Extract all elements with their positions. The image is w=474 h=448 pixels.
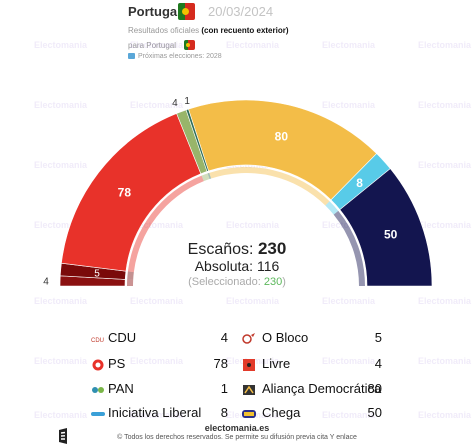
legend-pan-logo-seats: 1 [220, 381, 228, 396]
watermark-text: Electomania [130, 220, 184, 230]
legend-chega-logo-name[interactable]: Chega [262, 405, 301, 420]
chega-logo-icon [242, 407, 256, 419]
arc-label-pan: 1 [184, 96, 190, 107]
watermark-text: Electomania [226, 296, 280, 306]
ps-fist-icon [91, 358, 105, 371]
watermark-text: Electomania [418, 40, 472, 50]
watermark-text: Electomania [34, 100, 88, 110]
watermark-text: Electomania [418, 356, 472, 366]
footer-copyright: © Todos los derechos reservados. Se perm… [117, 434, 357, 441]
legend-cdu-logo-seats: 4 [220, 330, 228, 345]
arc-label-livre: 4 [172, 98, 178, 109]
inner-ring-o-bloco [127, 271, 134, 280]
inner-ring-pan [207, 172, 212, 180]
seats-total: Escaños: 230 [187, 239, 287, 258]
inner-ring-chega [333, 210, 365, 286]
legend-bloco-star-seats: 5 [374, 330, 382, 345]
seat-arc-chega[interactable] [339, 168, 433, 287]
results-scope: para Portugal [128, 41, 177, 50]
cdu-logo-icon: CDU [91, 332, 105, 344]
inner-ring-alianca-democratica [209, 167, 330, 206]
results-subtitle: Resultados oficiales (con recuento exter… [128, 26, 289, 35]
legend-chega-logo-seats: 50 [367, 405, 382, 420]
watermark-text: Electomania [322, 356, 376, 366]
watermark-text: Electomania [34, 410, 88, 420]
legend-ps-fist-seats: 78 [213, 356, 228, 371]
watermark-text: Electomania [322, 296, 376, 306]
pan-logo-icon [91, 383, 105, 395]
legend-livre-poppy-name[interactable]: Livre [262, 356, 291, 371]
watermark-text: Electomania [34, 40, 88, 50]
footer-brand: electomania.es [204, 423, 270, 433]
legend-livre-poppy-seats: 4 [374, 356, 382, 371]
watermark-text: Electomania [34, 160, 88, 170]
watermark-text: Electomania [226, 220, 280, 230]
arc-label-alianca-democratica: 80 [275, 130, 289, 144]
next-elections: Próximas elecciones: 2028 [138, 53, 222, 60]
country-title: Portugal [128, 4, 181, 19]
watermark-text: Electomania [322, 40, 376, 50]
arc-label-ps: 78 [118, 185, 132, 199]
watermark-text: Electomania [130, 296, 184, 306]
livre-poppy-icon [242, 358, 256, 371]
watermark-text: Electomania [130, 40, 184, 50]
arc-label-chega: 50 [384, 228, 398, 242]
legend-ps-fist-name[interactable]: PS [108, 356, 126, 371]
absolute-majority: Absoluta: 116 [194, 258, 280, 274]
legend-cdu-logo-name[interactable]: CDU [108, 330, 137, 345]
watermark-text: Electomania [130, 100, 184, 110]
watermark-text: Electomania [418, 296, 472, 306]
legend-ad-logo-name[interactable]: Aliança Democrática [262, 381, 382, 396]
il-logo-icon [91, 407, 105, 419]
legend-ad-logo-seats: 80 [367, 381, 382, 396]
portugal-flag-small-icon [184, 40, 195, 50]
ballot-box-icon [128, 53, 135, 59]
watermark-text: Electomania [418, 220, 472, 230]
legend-il-logo-name[interactable]: Iniciativa Liberal [108, 405, 202, 420]
watermark-text: Electomania [418, 410, 472, 420]
watermark-text: Electomania [34, 296, 88, 306]
svg-text:CDU: CDU [91, 338, 104, 344]
watermark-text: Electomania [322, 410, 376, 420]
watermark-text: Electomania [34, 356, 88, 366]
inner-ring-livre [201, 173, 210, 182]
watermark-text: Electomania [418, 160, 472, 170]
watermark-text: Electomania [130, 356, 184, 366]
watermark-text: Electomania [34, 220, 88, 230]
election-date: 20/03/2024 [208, 4, 274, 19]
ad-logo-icon [242, 383, 256, 395]
legend-pan-logo-name[interactable]: PAN [108, 381, 134, 396]
electomania-logo-icon [59, 428, 67, 444]
watermark-text: Electomania [226, 40, 280, 50]
watermark-text: Electomania [418, 100, 472, 110]
legend-bloco-star-name[interactable]: O Bloco [262, 330, 309, 345]
inner-ring-iniciativa-liberal [325, 201, 339, 215]
selected-seats: (Seleccionado: 230) [188, 276, 286, 288]
legend-il-logo-seats: 8 [220, 405, 228, 420]
arc-label-iniciativa-liberal: 8 [356, 176, 363, 190]
bloco-star-icon [242, 332, 256, 344]
arc-label-o-bloco: 5 [94, 269, 100, 280]
watermark-text: Electomania [322, 100, 376, 110]
inner-ring-cdu [127, 279, 134, 286]
watermark-text: Electomania [130, 410, 184, 420]
portugal-flag-icon [178, 3, 195, 20]
arc-label-cdu: 4 [43, 277, 49, 288]
watermark-text: Electomania [322, 220, 376, 230]
